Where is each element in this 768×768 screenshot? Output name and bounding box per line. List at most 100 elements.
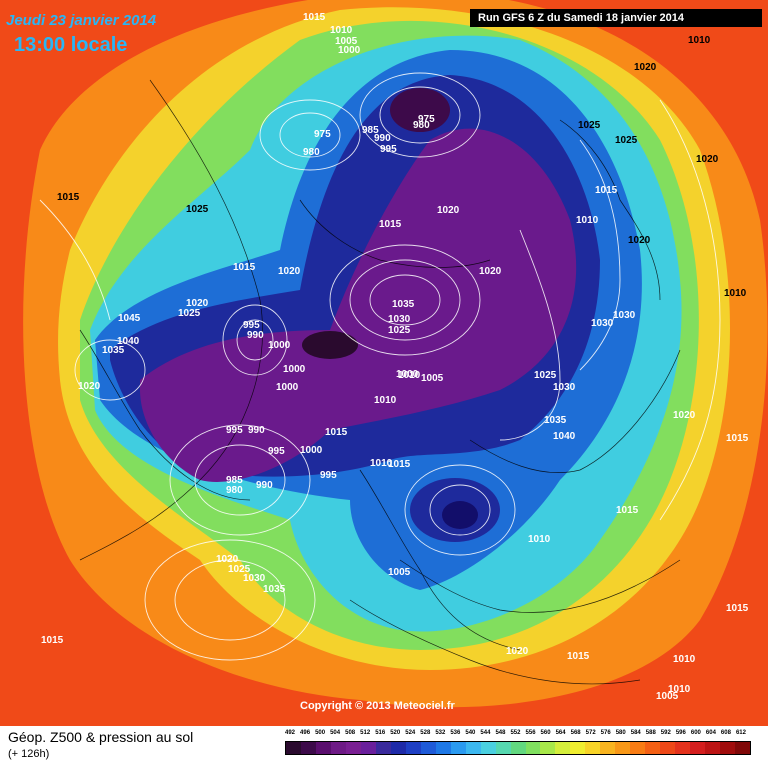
- pressure-label: 1030: [388, 314, 411, 325]
- color-scale-tick: 612: [735, 730, 746, 736]
- field-core-dark-2: [390, 88, 450, 132]
- color-scale-tick: 524: [405, 730, 416, 736]
- pressure-label: 980: [226, 485, 243, 496]
- color-scale-labels: 492 496 500 504 508 512 516 520 524 528 532 536 540 5…: [285, 730, 751, 740]
- parameter-title: Géop. Z500 & pression au sol: [8, 729, 194, 745]
- pressure-label: 1010: [724, 288, 747, 299]
- pressure-label: 1020: [506, 646, 529, 657]
- forecast-date: Jeudi 23 janvier 2014: [6, 12, 157, 29]
- pressure-label: 1000: [396, 369, 419, 380]
- pressure-label: 1030: [591, 318, 614, 329]
- color-scale-tick: 516: [375, 730, 386, 736]
- pressure-label: 1010: [528, 534, 551, 545]
- color-scale-tick: 520: [390, 730, 401, 736]
- pressure-label: 990: [247, 330, 264, 341]
- pressure-label: 1015: [726, 603, 749, 614]
- color-scale-swatch: [286, 742, 301, 754]
- color-scale-swatch: [345, 742, 361, 754]
- pressure-label: 1020: [634, 62, 657, 73]
- pressure-label: 995: [380, 144, 397, 155]
- color-scale-swatch: [720, 742, 736, 754]
- pressure-label: 1025: [186, 204, 209, 215]
- pressure-label: 1025: [178, 308, 201, 319]
- pressure-label: 1010: [668, 684, 691, 695]
- pressure-label: 1010: [673, 654, 696, 665]
- pressure-label: 1005: [421, 373, 444, 384]
- color-scale-swatch: [555, 742, 571, 754]
- pressure-label: 1010: [398, 370, 421, 381]
- forecast-time: 13:00 locale: [14, 34, 128, 56]
- color-scale-swatch: [420, 742, 436, 754]
- color-scale-tick: 560: [540, 730, 551, 736]
- pressure-label: 1020: [437, 205, 460, 216]
- color-scale-tick: 556: [525, 730, 536, 736]
- pressure-label: 985: [362, 125, 379, 136]
- pressure-label: 1025: [534, 370, 557, 381]
- color-scale-swatch: [300, 742, 316, 754]
- pressure-label: 1015: [388, 459, 411, 470]
- color-scale-tick: 532: [435, 730, 446, 736]
- pressure-label: 1035: [102, 345, 125, 356]
- color-scale-swatch: [630, 742, 646, 754]
- color-scale-tick: 504: [330, 730, 341, 736]
- pressure-label: 1040: [553, 431, 576, 442]
- color-scale-tick: 528: [420, 730, 431, 736]
- pressure-label: 1030: [243, 573, 266, 584]
- pressure-label: 1015: [233, 262, 256, 273]
- pressure-label: 990: [374, 133, 391, 144]
- field-band-purple: [140, 128, 577, 482]
- color-scale-tick: 552: [510, 730, 521, 736]
- pressure-label: 1035: [392, 299, 415, 310]
- copyright: Copyright © 2013 Meteociel.fr: [300, 700, 455, 712]
- color-scale-swatch: [540, 742, 556, 754]
- pressure-label: 1015: [595, 185, 618, 196]
- pressure-label: 975: [418, 114, 435, 125]
- color-scale-tick: 536: [450, 730, 461, 736]
- color-scale-swatch: [690, 742, 706, 754]
- pressure-label: 1020: [278, 266, 301, 277]
- pressure-label: 1030: [553, 382, 576, 393]
- color-scale-swatch: [465, 742, 481, 754]
- pressure-label: 1010: [688, 35, 711, 46]
- color-scale-tick: 564: [555, 730, 566, 736]
- pressure-label: 990: [256, 480, 273, 491]
- field-core-dark: [302, 331, 358, 359]
- run-info: Run GFS 6 Z du Samedi 18 janvier 2014: [470, 9, 762, 27]
- pressure-label: 1015: [57, 192, 80, 203]
- pressure-label: 1015: [41, 635, 64, 646]
- pressure-label: 990: [248, 425, 265, 436]
- pressure-label: 1015: [379, 219, 402, 230]
- color-scale-tick: 576: [600, 730, 611, 736]
- pressure-label: 995: [243, 320, 260, 331]
- pressure-label: 975: [314, 129, 331, 140]
- pressure-label: 1045: [118, 313, 141, 324]
- pressure-label: 1010: [370, 458, 393, 469]
- pressure-label: 1025: [228, 564, 251, 575]
- color-scale-tick: 508: [345, 730, 356, 736]
- pressure-label: 1020: [479, 266, 502, 277]
- pressure-label: 1010: [374, 395, 397, 406]
- color-scale-swatch: [510, 742, 526, 754]
- pressure-label: 1005: [335, 36, 358, 47]
- pressure-label: 1025: [615, 135, 638, 146]
- color-scale-swatch: [660, 742, 676, 754]
- pressure-label: 995: [320, 470, 337, 481]
- pressure-label: 1005: [656, 691, 679, 702]
- color-scale-swatch: [480, 742, 496, 754]
- isobars: [39, 72, 721, 661]
- color-scale-swatch: [495, 742, 511, 754]
- color-scale-swatch: [645, 742, 661, 754]
- pressure-label: 980: [413, 120, 430, 131]
- color-scale-swatch: [615, 742, 631, 754]
- color-scale-tick: 568: [570, 730, 581, 736]
- color-scale-swatch: [570, 742, 586, 754]
- pressure-label: 985: [226, 475, 243, 486]
- pressure-label: 995: [268, 446, 285, 457]
- pressure-label: 1015: [726, 433, 749, 444]
- color-scale-tick: 600: [690, 730, 701, 736]
- pressure-label: 1020: [216, 554, 239, 565]
- pressure-label: 1000: [300, 445, 323, 456]
- pressure-label: 995: [226, 425, 243, 436]
- color-scale-swatch: [360, 742, 376, 754]
- lead-time: (+ 126h): [8, 748, 50, 760]
